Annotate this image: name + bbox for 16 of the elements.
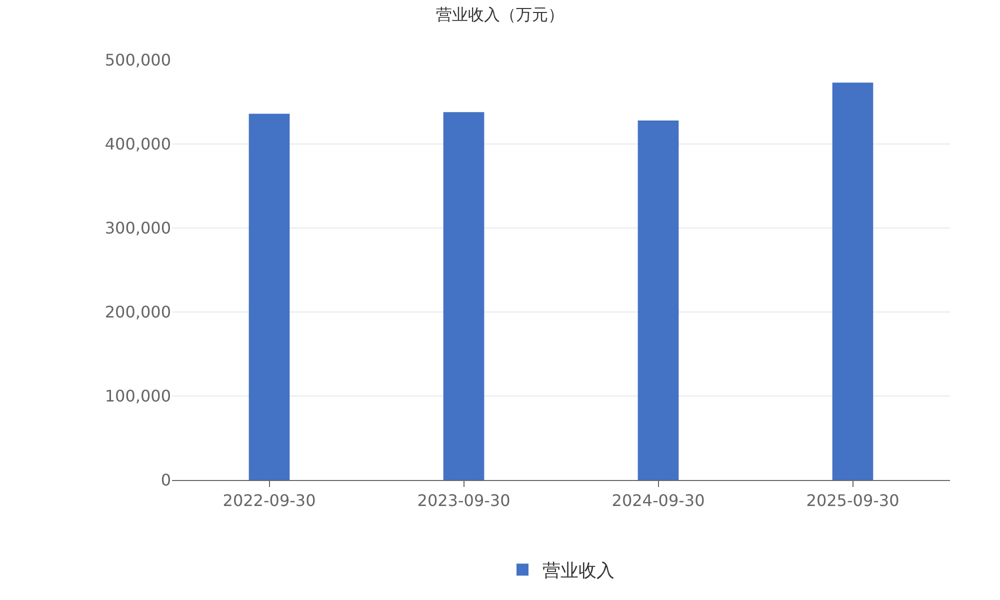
y-tick-label: 500,000 (104, 50, 171, 70)
y-tick-label: 300,000 (104, 218, 171, 238)
legend-label: 营业收入 (542, 560, 614, 582)
bar (248, 114, 290, 480)
x-tick-label: 2022-09-30 (222, 491, 316, 510)
y-tick-label: 100,000 (104, 386, 171, 406)
x-tick-label: 2025-09-30 (806, 491, 900, 510)
x-tick-label: 2023-09-30 (417, 491, 510, 510)
x-tick-label: 2024-09-30 (612, 491, 705, 510)
y-tick-label: 200,000 (104, 302, 171, 322)
bar (443, 112, 484, 480)
bar (832, 82, 874, 480)
y-tick-label: 400,000 (104, 134, 171, 154)
bar (638, 120, 679, 480)
y-tick-label: 0 (160, 470, 171, 490)
chart-title: 营业收入（万元） (436, 5, 564, 24)
